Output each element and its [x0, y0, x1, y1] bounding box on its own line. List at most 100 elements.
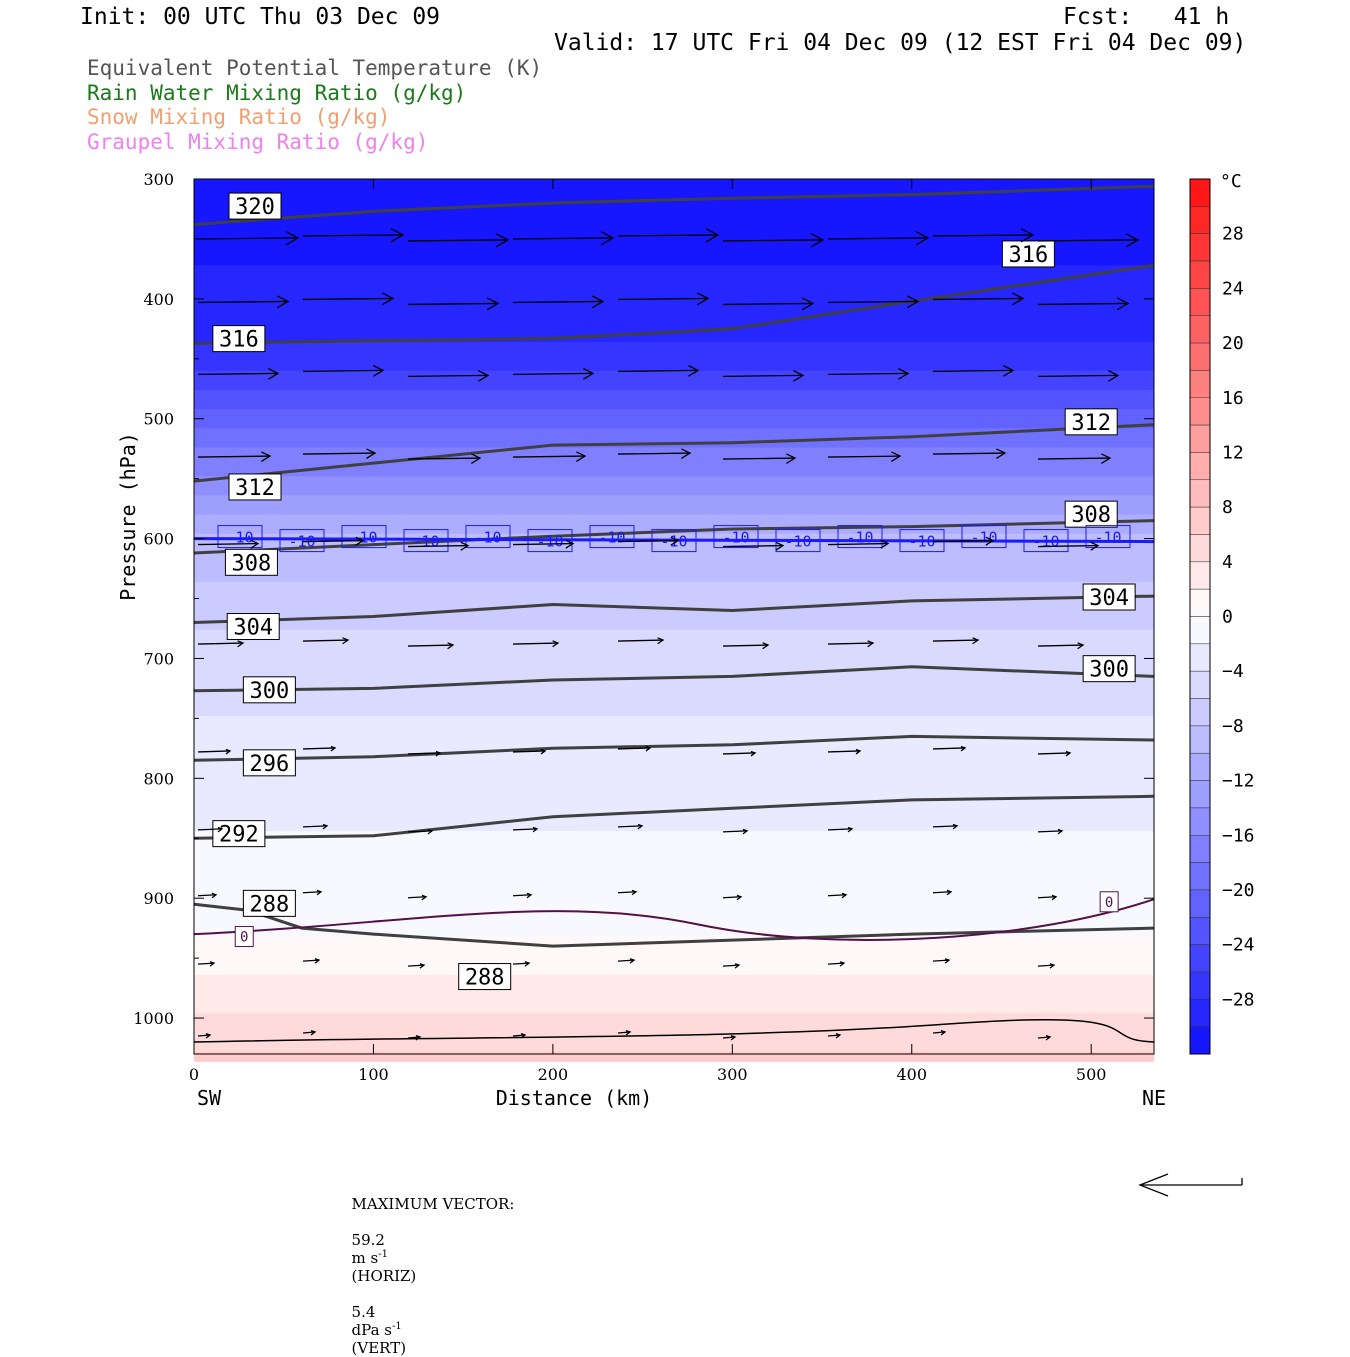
isentrope-label-box [1082, 583, 1136, 611]
wind-vector [407, 544, 469, 548]
wind-vector [617, 539, 679, 543]
wind-vector [407, 964, 425, 967]
max-vector-horiz-exp: -1 [378, 1249, 388, 1260]
wind-vector [722, 302, 814, 306]
colorbar-label: −4 [1222, 661, 1244, 682]
y-tick-label: 900 [143, 889, 174, 908]
temperature-band [194, 562, 1154, 573]
wind-vector-head [486, 297, 500, 311]
temperature-band [194, 265, 1154, 276]
colorbar-label: 12 [1222, 442, 1244, 463]
wind-vector [1037, 896, 1057, 899]
wind-vector [197, 642, 244, 645]
isentrope-label-box [1064, 500, 1118, 528]
wind-vector-head [835, 1033, 842, 1039]
temperature-band [194, 217, 1154, 228]
wind-vector [302, 234, 404, 237]
wind-vector [407, 830, 433, 833]
field-label-snow: Snow Mixing Ratio (g/kg) [87, 105, 391, 129]
isotherm-label: -10 [226, 529, 253, 547]
temperature-band [194, 389, 1154, 401]
colorbar-swatch [1189, 342, 1211, 371]
colorbar-swatch [1189, 260, 1211, 289]
field-label-graupel: Graupel Mixing Ratio (g/kg) [87, 130, 429, 154]
temperature-band [194, 1022, 1154, 1034]
wind-vector [407, 1036, 421, 1039]
isentrope-label: 316 [219, 328, 259, 353]
wind-vector-head [1011, 292, 1025, 306]
isotherm-label: -10 [908, 533, 935, 551]
wind-vector-head [250, 539, 260, 549]
temperature-band [194, 552, 1154, 564]
temperature-band [194, 965, 1154, 976]
colorbar-swatch [1189, 971, 1211, 1000]
wind-vector-head [355, 536, 365, 546]
temperature-band [194, 591, 1154, 602]
temperature-band [194, 696, 1154, 707]
temperature-band [194, 370, 1154, 381]
colorbar-swatch [1189, 616, 1211, 645]
max-vector-vert-value: 5.4 [351, 1303, 376, 1321]
isentrope-label: 312 [235, 476, 275, 501]
wind-vector [1037, 302, 1129, 306]
wind-vector-head [985, 536, 995, 546]
wind-vector-head [285, 231, 300, 246]
wind-vector-head [478, 370, 490, 382]
isotherm-label: -10 [288, 533, 315, 551]
temperature-band [194, 859, 1154, 871]
temperature-band [194, 792, 1154, 803]
wind-vector-head [390, 228, 405, 243]
wind-vector [512, 300, 604, 304]
x-tick-label: 400 [896, 1065, 927, 1084]
wind-vector [1037, 1036, 1051, 1039]
temperature-band [194, 639, 1154, 650]
isentrope-label: 288 [249, 892, 289, 917]
wind-vector-head [1065, 750, 1072, 757]
wind-vector-head [322, 823, 329, 830]
temperature-band [194, 668, 1154, 679]
temperature-band [194, 380, 1154, 391]
wind-vector-head [952, 823, 959, 830]
colorbar-label: −12 [1222, 771, 1255, 792]
temperature-band [194, 428, 1154, 439]
temperature-band [194, 946, 1154, 957]
wind-vector [407, 644, 454, 647]
wind-vector-head [750, 750, 757, 757]
wind-vector [512, 828, 538, 831]
wind-vector-head [906, 295, 920, 309]
isotherm-label-box [1085, 525, 1131, 549]
isentrope-label-box [1001, 240, 1055, 268]
temperature-band [194, 226, 1154, 238]
wind-vector-head [625, 1030, 632, 1036]
temperature-band [194, 399, 1154, 410]
colorbar-swatch [1189, 315, 1211, 344]
init-time: Init: 00 UTC Thu 03 Dec 09 [80, 4, 441, 30]
isentrope-label: 300 [249, 679, 289, 704]
wind-vector-head [688, 365, 700, 377]
colorbar-label: 0 [1222, 607, 1233, 628]
wind-vector [722, 1036, 736, 1039]
wind-vector-head [276, 295, 290, 309]
wind-vector [197, 300, 289, 304]
wind-vector [932, 959, 950, 962]
wind-vector-head [730, 1035, 737, 1041]
temperature-band [194, 284, 1154, 295]
temperature-band [194, 984, 1154, 995]
wind-vector [512, 237, 614, 240]
temperature-band [194, 505, 1154, 516]
x-tick-label: 0 [189, 1065, 199, 1084]
wind-vector-head [435, 750, 442, 757]
isotherm-label-box [403, 529, 449, 553]
isentrope-308 [193, 519, 1155, 555]
isotherm-label-box [1023, 529, 1069, 553]
isotherm-label-box [589, 525, 635, 549]
temperature-band [194, 485, 1154, 497]
wind-vector-head [209, 961, 216, 967]
temperature-band [194, 543, 1154, 554]
isotherm-label: -10 [412, 533, 439, 551]
colorbar-label: 16 [1222, 388, 1244, 409]
wind-vector-head [681, 448, 692, 459]
temperature-band [194, 418, 1154, 429]
temperature-band [194, 342, 1154, 353]
x-end-label-left: SW [197, 1086, 222, 1110]
